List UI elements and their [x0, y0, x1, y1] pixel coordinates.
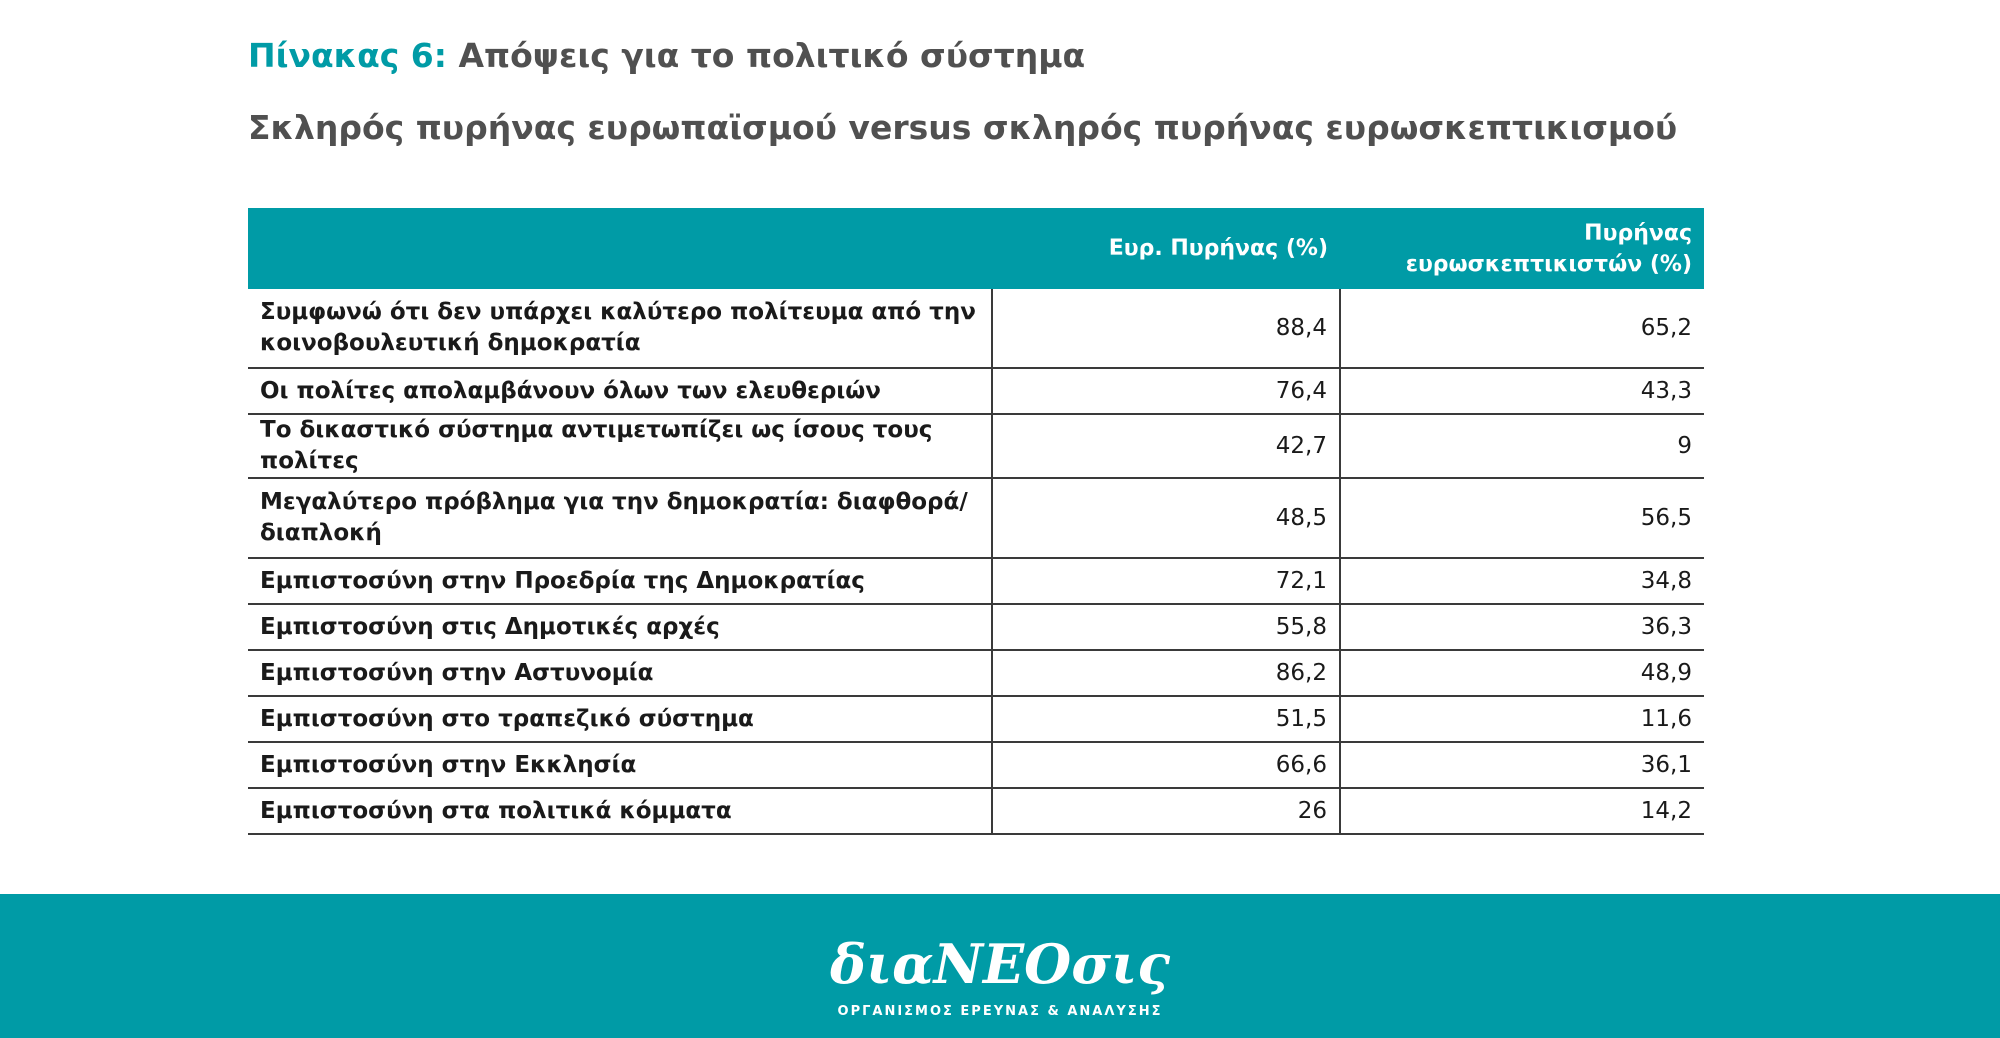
row-label: Εμπιστοσύνη στην Προεδρία της Δημοκρατία…	[248, 558, 992, 605]
table-header-row: Ευρ. Πυρήνας (%) Πυρήνας ευρωσκεπτικιστώ…	[248, 208, 1704, 289]
eurosceptic-core-value: 14,2	[1339, 788, 1704, 835]
euro-core-value: 86,2	[991, 650, 1340, 697]
eurosceptic-core-value: 9	[1339, 414, 1704, 479]
table-row: Εμπιστοσύνη στις Δημοτικές αρχές 55,8 36…	[248, 604, 1704, 651]
euro-core-value: 51,5	[991, 696, 1340, 743]
eurosceptic-core-value: 34,8	[1339, 558, 1704, 605]
euro-core-value: 42,7	[991, 414, 1340, 479]
euro-core-value: 48,5	[991, 478, 1340, 559]
row-label: Εμπιστοσύνη στην Εκκλησία	[248, 742, 992, 789]
table-row: Εμπιστοσύνη στην Προεδρία της Δημοκρατία…	[248, 558, 1704, 605]
row-label: Οι πολίτες απολαμβάνουν όλων των ελευθερ…	[248, 368, 992, 415]
table-row: Εμπιστοσύνη στο τραπεζικό σύστημα 51,5 1…	[248, 696, 1704, 743]
table-row: Εμπιστοσύνη στην Αστυνομία 86,2 48,9	[248, 650, 1704, 697]
euro-core-value: 88,4	[991, 289, 1340, 369]
row-label: Μεγαλύτερο πρόβλημα για την δημοκρατία: …	[248, 478, 992, 559]
euro-core-value: 72,1	[991, 558, 1340, 605]
eurosceptic-core-value: 11,6	[1339, 696, 1704, 743]
eurosceptic-core-value: 48,9	[1339, 650, 1704, 697]
eurosceptic-core-value: 65,2	[1339, 289, 1704, 369]
eurosceptic-core-value: 36,3	[1339, 604, 1704, 651]
column-header-euro-core: Ευρ. Πυρήνας (%)	[992, 208, 1340, 289]
table-row: Συμφωνώ ότι δεν υπάρχει καλύτερο πολίτευ…	[248, 289, 1704, 369]
row-label: Το δικαστικό σύστημα αντιμετωπίζει ως ίσ…	[248, 414, 992, 479]
table-row: Εμπιστοσύνη στην Εκκλησία 66,6 36,1	[248, 742, 1704, 789]
table-row: Το δικαστικό σύστημα αντιμετωπίζει ως ίσ…	[248, 414, 1704, 479]
table-row: Εμπιστοσύνη στα πολιτικά κόμματα 26 14,2	[248, 788, 1704, 835]
table-number-label: Πίνακας 6:	[248, 36, 447, 75]
eurosceptic-core-value: 43,3	[1339, 368, 1704, 415]
table-row: Μεγαλύτερο πρόβλημα για την δημοκρατία: …	[248, 478, 1704, 559]
euro-core-value: 26	[991, 788, 1340, 835]
eurosceptic-core-value: 36,1	[1339, 742, 1704, 789]
page-title: Πίνακας 6: Απόψεις για το πολιτικό σύστη…	[248, 36, 1085, 75]
column-header-label	[248, 208, 992, 289]
row-label: Εμπιστοσύνη στο τραπεζικό σύστημα	[248, 696, 992, 743]
row-label: Εμπιστοσύνη στην Αστυνομία	[248, 650, 992, 697]
page-subtitle: Σκληρός πυρήνας ευρωπαϊσμού versus σκληρ…	[248, 108, 1678, 147]
dianeosis-logo: διαΝΕΟσις	[829, 932, 1171, 996]
table-row: Οι πολίτες απολαμβάνουν όλων των ελευθερ…	[248, 368, 1704, 415]
euro-core-value: 66,6	[991, 742, 1340, 789]
footer-banner: διαΝΕΟσις ΟΡΓΑΝΙΣΜΟΣ ΕΡΕΥΝΑΣ & ΑΝΑΛΥΣΗΣ	[0, 894, 2000, 1038]
organization-tagline: ΟΡΓΑΝΙΣΜΟΣ ΕΡΕΥΝΑΣ & ΑΝΑΛΥΣΗΣ	[837, 1004, 1163, 1019]
column-header-eurosceptic-core: Πυρήνας ευρωσκεπτικιστών (%)	[1340, 208, 1704, 289]
row-label: Συμφωνώ ότι δεν υπάρχει καλύτερο πολίτευ…	[248, 289, 992, 369]
euro-core-value: 76,4	[991, 368, 1340, 415]
euro-core-value: 55,8	[991, 604, 1340, 651]
row-label: Εμπιστοσύνη στα πολιτικά κόμματα	[248, 788, 992, 835]
table-title: Απόψεις για το πολιτικό σύστημα	[458, 36, 1086, 75]
eurosceptic-core-value: 56,5	[1339, 478, 1704, 559]
results-table: Ευρ. Πυρήνας (%) Πυρήνας ευρωσκεπτικιστώ…	[248, 208, 1704, 835]
row-label: Εμπιστοσύνη στις Δημοτικές αρχές	[248, 604, 992, 651]
